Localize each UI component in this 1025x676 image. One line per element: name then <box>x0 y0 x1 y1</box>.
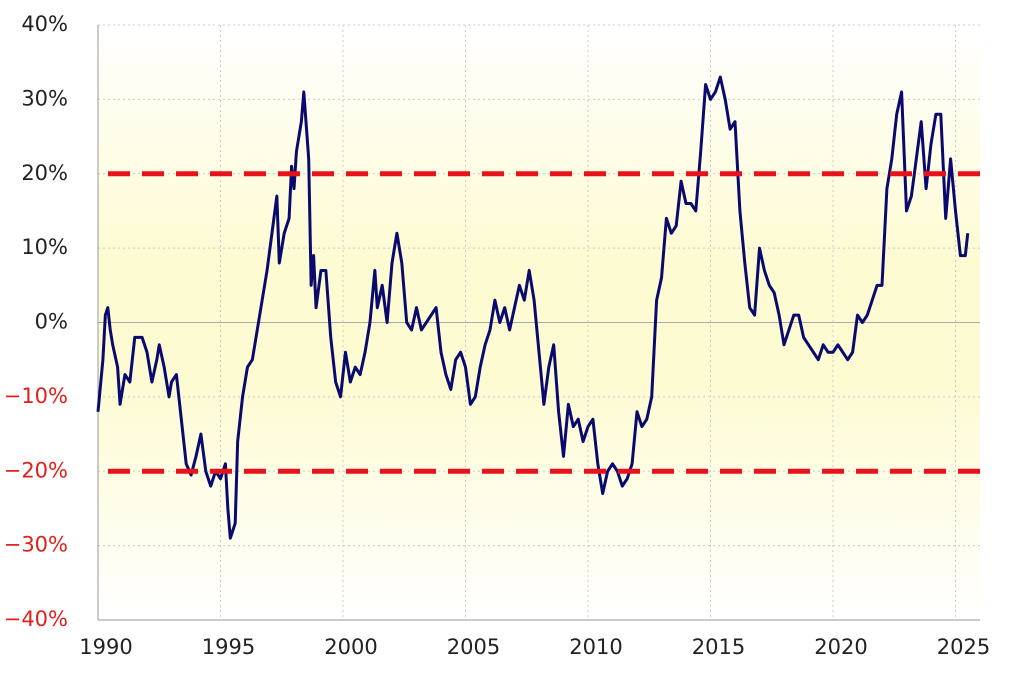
x-tick-label: 2010 <box>569 635 622 659</box>
x-tick-label: 2025 <box>937 635 990 659</box>
y-tick-label: 30% <box>21 86 68 110</box>
y-tick-label: −40% <box>4 607 68 631</box>
data-line <box>96 75 970 540</box>
y-tick-label: 40% <box>21 12 68 36</box>
x-tick-label: 1995 <box>202 635 255 659</box>
y-tick-label: −10% <box>4 384 68 408</box>
x-tick-label: 2000 <box>324 635 377 659</box>
y-tick-label: −20% <box>4 458 68 482</box>
y-tick-label: −30% <box>4 533 68 557</box>
x-tick-label: 1990 <box>79 635 132 659</box>
y-tick-label: 0% <box>35 310 68 334</box>
y-tick-label: 20% <box>21 161 68 185</box>
x-tick-label: 2020 <box>814 635 867 659</box>
y-tick-label: 10% <box>21 235 68 259</box>
x-tick-label: 2005 <box>447 635 500 659</box>
x-tick-label: 2015 <box>692 635 745 659</box>
